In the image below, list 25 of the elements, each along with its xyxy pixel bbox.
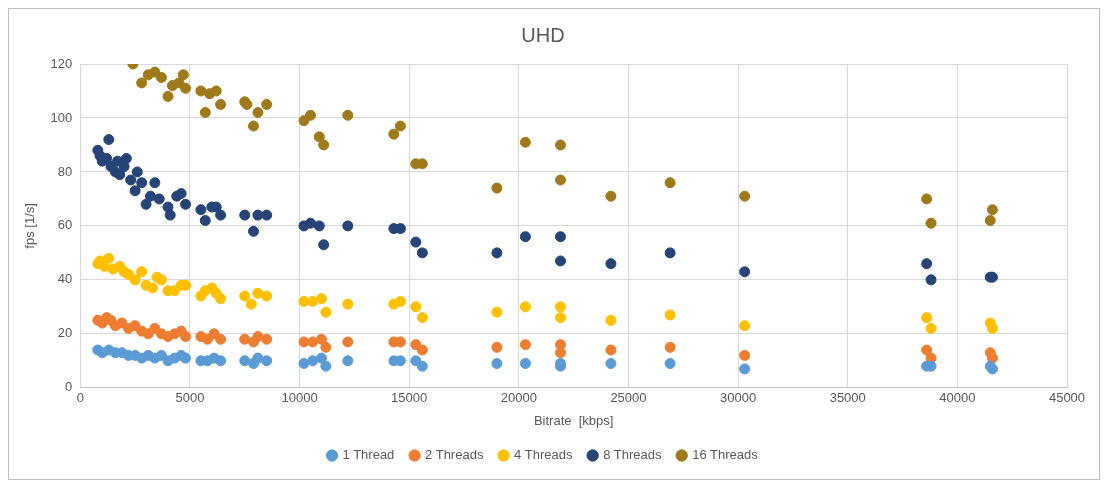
legend-label: 4 Threads xyxy=(514,447,573,463)
legend-label: 8 Threads xyxy=(603,447,662,463)
legend-label: 2 Threads xyxy=(425,447,484,463)
x-tick-label: 5000 xyxy=(175,390,205,406)
y-tick-label: 100 xyxy=(50,109,73,125)
x-tick-label: 40000 xyxy=(939,390,976,406)
y-tick-label: 120 xyxy=(50,55,73,71)
y-tick-label: 20 xyxy=(57,325,73,341)
x-axis-title: Bitrate [kbps] xyxy=(533,412,614,428)
x-tick-label: 25000 xyxy=(610,390,647,406)
x-tick-label: 45000 xyxy=(1048,390,1086,406)
y-tick-label: 0 xyxy=(65,379,73,395)
x-tick-label: 0 xyxy=(76,390,84,406)
x-tick-label: 30000 xyxy=(720,390,757,406)
legend-label: 1 Thread xyxy=(342,447,395,463)
x-tick-label: 15000 xyxy=(391,390,428,406)
y-tick-label: 60 xyxy=(57,217,73,233)
x-tick-label: 35000 xyxy=(829,390,866,406)
legend-label: 16 Threads xyxy=(692,447,759,463)
x-tick-label: 10000 xyxy=(281,390,318,406)
y-tick-label: 40 xyxy=(57,271,73,287)
y-axis-title: fps [1/s] xyxy=(22,203,38,249)
y-tick-label: 80 xyxy=(57,163,73,179)
chart-title: UHD xyxy=(521,23,565,46)
x-tick-label: 20000 xyxy=(500,390,537,406)
